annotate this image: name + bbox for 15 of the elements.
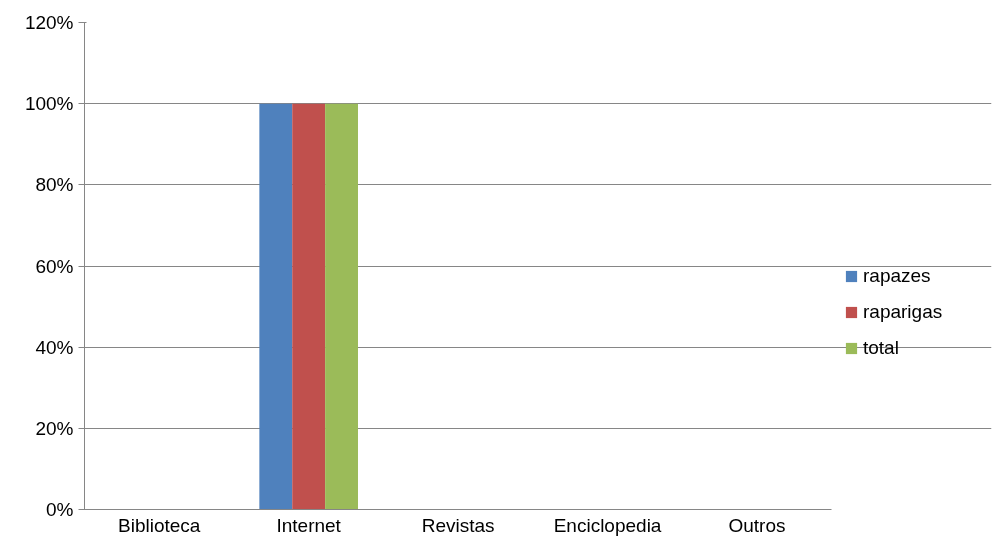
y-tick-label: 100% xyxy=(24,93,74,115)
x-tick-label: Biblioteca xyxy=(118,514,201,536)
y-tick-label: 20% xyxy=(35,417,74,439)
legend-label: rapazes xyxy=(863,265,931,287)
x-tick-label: Revistas xyxy=(421,514,495,536)
legend-label: raparigas xyxy=(863,301,943,323)
y-tick-label: 80% xyxy=(35,174,74,196)
y-tick-label: 120% xyxy=(24,12,74,33)
y-tick-label: 0% xyxy=(46,499,74,520)
x-tick-label: Internet xyxy=(276,514,342,536)
x-tick-label: Outros xyxy=(728,514,786,536)
y-tick-label: 40% xyxy=(35,336,74,358)
legend-label: total xyxy=(863,337,899,359)
x-tick-label: Enciclopedia xyxy=(553,514,662,536)
y-tick-label: 60% xyxy=(35,255,74,277)
